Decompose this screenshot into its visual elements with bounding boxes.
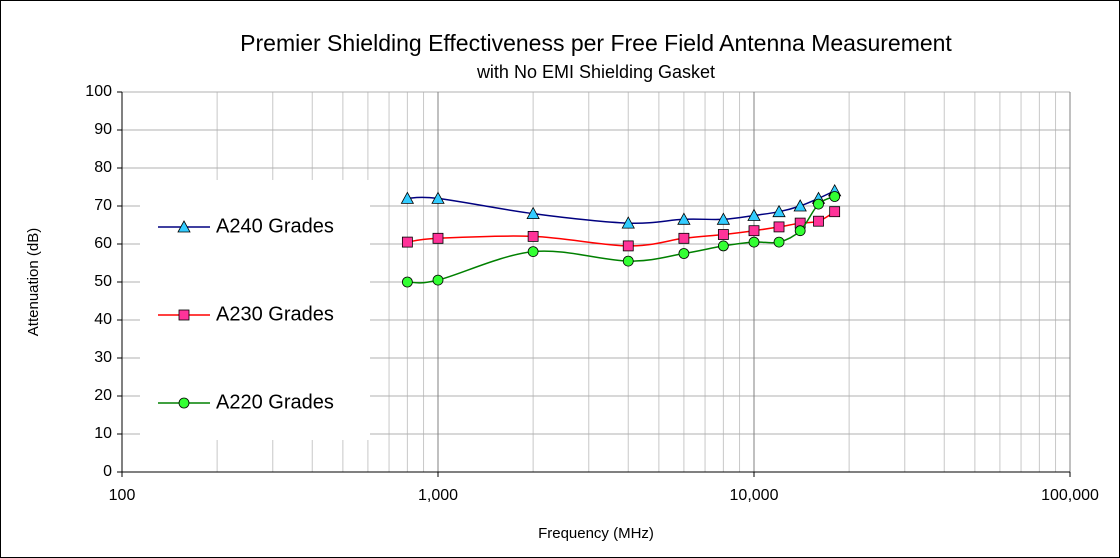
marker — [622, 255, 634, 267]
marker — [772, 204, 786, 218]
marker — [829, 206, 841, 218]
legend-label: A240 Grades — [216, 215, 334, 237]
marker — [526, 206, 540, 219]
x-axis-label: Frequency (MHz) — [538, 525, 654, 542]
y-tick-label: 60 — [94, 235, 112, 252]
marker — [677, 212, 691, 225]
x-tick-label: 1,000 — [418, 487, 458, 504]
marker — [178, 309, 190, 321]
y-tick-label: 100 — [85, 83, 112, 100]
y-tick-label: 80 — [94, 159, 112, 176]
chart-subtitle: with No EMI Shielding Gasket — [476, 62, 715, 82]
chart-title: Premier Shielding Effectiveness per Free… — [240, 30, 952, 56]
marker — [400, 191, 415, 204]
y-tick-label: 0 — [103, 463, 112, 480]
marker — [622, 240, 634, 252]
marker — [621, 216, 635, 229]
marker — [813, 198, 824, 210]
marker — [178, 397, 190, 409]
marker — [793, 199, 807, 212]
marker — [748, 236, 760, 248]
series-line — [407, 190, 835, 224]
marker — [773, 221, 785, 233]
marker — [748, 225, 760, 237]
marker — [527, 246, 539, 258]
y-tick-label: 30 — [94, 349, 112, 366]
marker — [401, 276, 413, 288]
marker — [431, 191, 445, 204]
legend-label: A230 Grades — [216, 303, 334, 325]
marker — [432, 274, 444, 286]
series-line — [407, 195, 835, 284]
x-tick-label: 10,000 — [730, 487, 779, 504]
y-tick-label: 40 — [94, 311, 112, 328]
y-tick-label: 90 — [94, 121, 112, 138]
legend-box — [140, 180, 370, 440]
marker — [717, 229, 729, 240]
x-tick-label: 100,000 — [1041, 487, 1099, 504]
marker — [432, 232, 444, 244]
legend-label: A220 Grades — [216, 391, 334, 413]
y-tick-label: 10 — [94, 425, 112, 442]
marker — [773, 236, 785, 248]
marker — [717, 240, 729, 252]
y-tick-label: 20 — [94, 387, 112, 404]
marker — [527, 230, 539, 242]
y-tick-label: 50 — [94, 273, 112, 290]
marker — [794, 225, 806, 237]
y-axis-label: Attenuation (dB) — [25, 228, 42, 336]
marker — [678, 248, 690, 259]
marker — [177, 220, 191, 233]
x-tick-label: 100 — [109, 487, 136, 504]
marker — [747, 208, 761, 221]
y-tick-label: 70 — [94, 197, 112, 214]
marker — [813, 215, 824, 227]
marker — [829, 191, 841, 202]
marker — [716, 212, 731, 225]
marker — [401, 236, 413, 248]
marker — [678, 232, 690, 244]
